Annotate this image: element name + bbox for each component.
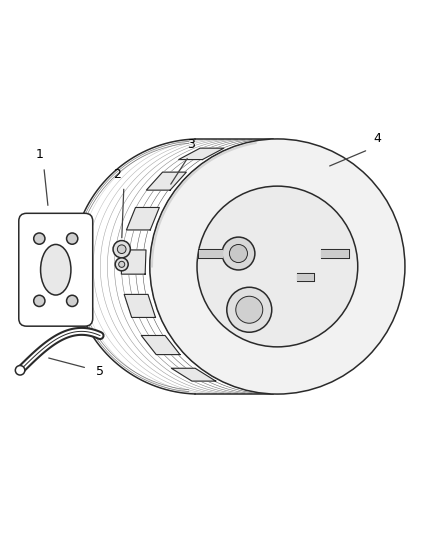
Circle shape: [230, 245, 247, 263]
Polygon shape: [171, 368, 216, 381]
Text: 5: 5: [96, 365, 104, 378]
Circle shape: [227, 287, 272, 332]
Circle shape: [119, 261, 125, 268]
Text: 3: 3: [187, 138, 195, 151]
Circle shape: [67, 295, 78, 306]
Text: 2: 2: [113, 168, 121, 181]
Circle shape: [34, 295, 45, 306]
Polygon shape: [146, 172, 186, 190]
Circle shape: [113, 240, 131, 258]
Circle shape: [222, 237, 255, 270]
Polygon shape: [124, 294, 155, 318]
Polygon shape: [127, 207, 159, 230]
Ellipse shape: [15, 366, 25, 375]
Circle shape: [67, 233, 78, 244]
Circle shape: [34, 233, 45, 244]
Circle shape: [117, 245, 126, 254]
FancyBboxPatch shape: [19, 213, 93, 326]
Text: 1: 1: [35, 148, 43, 160]
Circle shape: [197, 186, 358, 347]
Text: 4: 4: [373, 132, 381, 144]
Polygon shape: [141, 335, 180, 354]
Ellipse shape: [41, 245, 71, 295]
Circle shape: [236, 296, 263, 323]
Circle shape: [115, 258, 128, 271]
Circle shape: [150, 139, 405, 394]
Polygon shape: [179, 148, 224, 159]
Polygon shape: [121, 250, 146, 274]
